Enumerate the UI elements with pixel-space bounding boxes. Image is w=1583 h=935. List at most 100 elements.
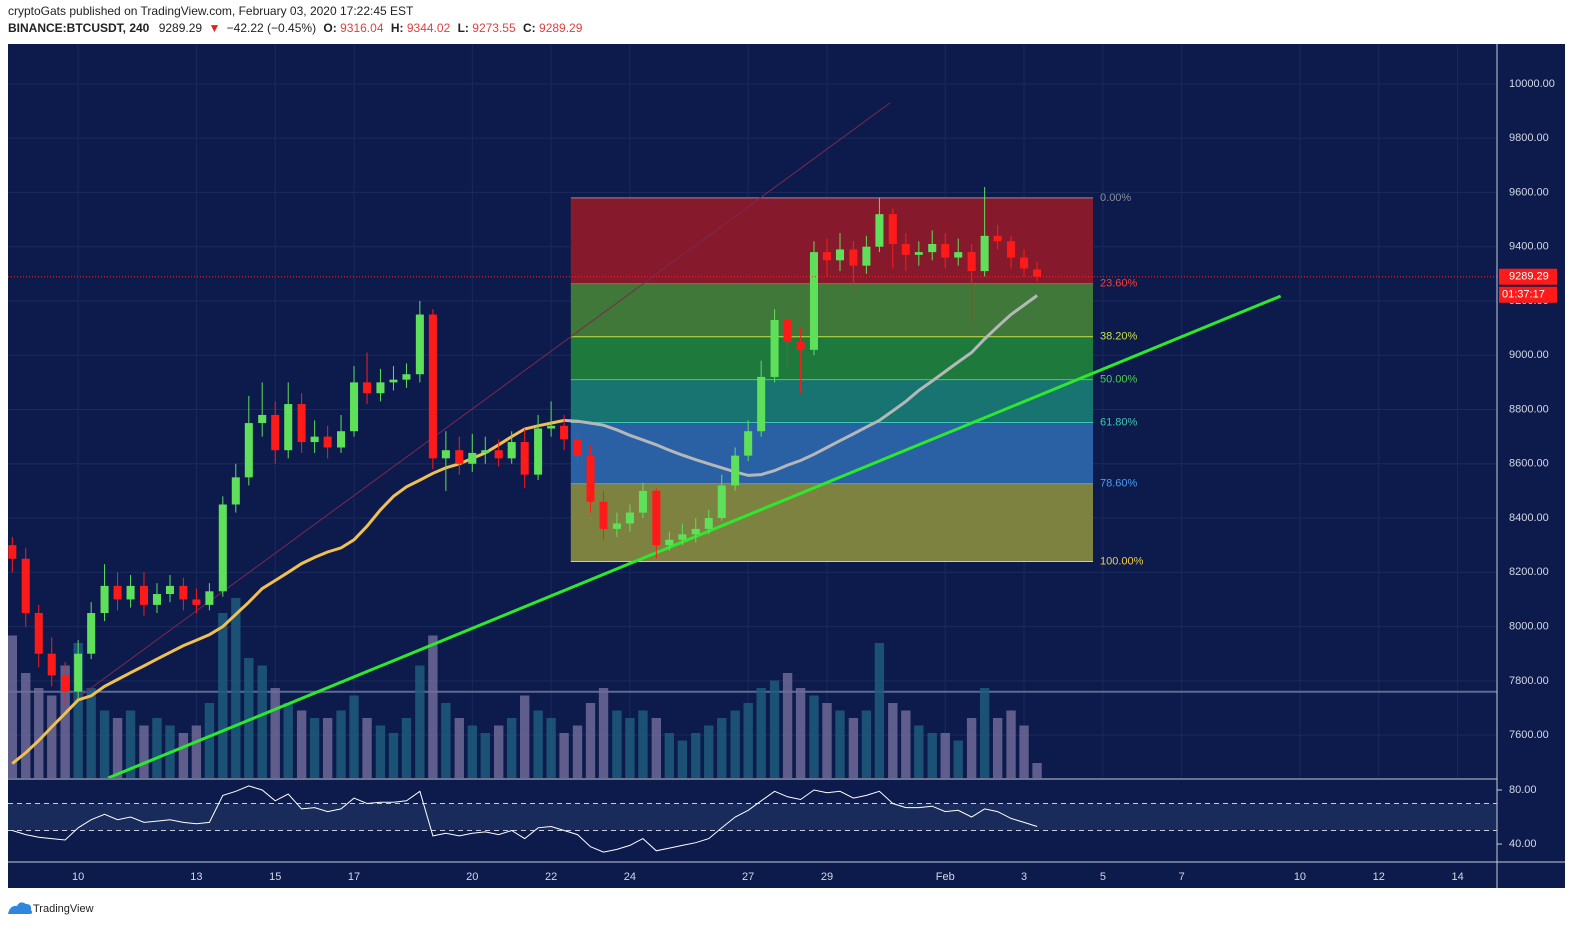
fib-band xyxy=(570,283,1094,337)
candle-body xyxy=(796,341,805,350)
candle-body xyxy=(376,382,385,394)
volume-bar xyxy=(349,695,359,778)
fib-label: 100.00% xyxy=(1100,555,1144,567)
volume-bar xyxy=(861,710,872,778)
candle-body xyxy=(455,450,464,464)
volume-bar xyxy=(257,665,267,778)
candle-body xyxy=(402,374,411,380)
candle-body xyxy=(8,545,17,559)
candle-body xyxy=(731,455,740,486)
candle-body xyxy=(428,314,437,459)
volume-bar xyxy=(533,710,543,778)
volume-bar xyxy=(244,658,254,778)
y-tick-label: 7800.00 xyxy=(1509,675,1549,687)
fib-band xyxy=(570,422,1094,484)
volume-bar xyxy=(218,613,228,778)
symbol: BINANCE:BTCUSDT, 240 xyxy=(8,21,150,35)
volume-bar xyxy=(401,718,412,778)
volume-bar xyxy=(34,688,44,778)
volume-bar xyxy=(152,718,162,778)
candle-body xyxy=(717,485,726,519)
volume-bar xyxy=(1019,725,1029,778)
candle-body xyxy=(862,246,871,266)
h-label: H: xyxy=(391,21,404,35)
volume-bar xyxy=(598,688,609,778)
volume-bar xyxy=(283,703,293,778)
volume-bar xyxy=(664,733,675,778)
candle-body xyxy=(47,653,56,676)
candle-body xyxy=(888,214,897,244)
volume-bar xyxy=(493,725,504,778)
candle-body xyxy=(192,599,201,605)
fib-label: 61.80% xyxy=(1100,416,1138,428)
candle-body xyxy=(231,477,240,505)
candle-body xyxy=(914,252,923,255)
volume-bar xyxy=(21,673,31,778)
candle-body xyxy=(152,594,161,605)
candle-body xyxy=(665,539,674,546)
candle-body xyxy=(297,404,306,443)
candle-body xyxy=(1020,257,1029,269)
x-tick-label: 24 xyxy=(624,871,636,883)
y-tick-label: 7600.00 xyxy=(1509,729,1549,741)
x-tick-label: 27 xyxy=(742,871,754,883)
x-tick-label: 13 xyxy=(190,871,202,883)
candle-body xyxy=(468,452,477,464)
volume-bar xyxy=(467,725,477,778)
candle-body xyxy=(507,442,516,459)
rsi-band xyxy=(8,803,1497,831)
logo: TradingView xyxy=(8,902,94,915)
x-tick-label: Feb xyxy=(936,871,955,883)
candle-body xyxy=(547,425,556,429)
volume-bar xyxy=(296,710,307,778)
volume-bar xyxy=(375,725,386,778)
candle-body xyxy=(494,450,503,459)
y-tick-label: 9000.00 xyxy=(1509,349,1549,361)
last-price: 9289.29 xyxy=(159,21,203,35)
candle-body xyxy=(481,450,490,453)
candle-body xyxy=(165,585,175,595)
candle-body xyxy=(612,523,621,529)
y-tick-label: 8600.00 xyxy=(1509,458,1549,470)
x-tick-label: 5 xyxy=(1100,871,1106,883)
candle-body xyxy=(625,512,634,524)
x-tick-label: 22 xyxy=(545,871,557,883)
y-tick-label: 8200.00 xyxy=(1509,566,1549,578)
y-tick-label: 8400.00 xyxy=(1509,512,1549,524)
candle-body xyxy=(1033,269,1042,277)
candle-body xyxy=(258,414,267,424)
candle-body xyxy=(337,431,346,448)
candle-body xyxy=(573,439,582,456)
volume-bar xyxy=(966,718,977,778)
volume-bar xyxy=(979,688,990,778)
y-tick-label: 8800.00 xyxy=(1509,403,1549,415)
volume-bar xyxy=(336,710,346,778)
logo-icon xyxy=(8,902,33,914)
volume-bar xyxy=(204,703,215,778)
published-line: cryptoGats published on TradingView.com,… xyxy=(8,4,414,18)
price-pane: 0.00% 23.60% 38.20% 50.00% 61.80% 78.60% 100.0… xyxy=(8,44,1497,778)
candle-body xyxy=(389,379,398,383)
volume-bar xyxy=(822,703,832,778)
fib-label: 0.00% xyxy=(1100,192,1131,204)
candle-body xyxy=(744,431,753,456)
candle-body xyxy=(560,425,569,440)
candle-body xyxy=(74,653,83,692)
volume-bar xyxy=(914,725,924,778)
volume-bar xyxy=(795,688,806,778)
volume-bar xyxy=(612,710,622,778)
candle-body xyxy=(783,319,792,342)
volume-bar xyxy=(572,725,583,778)
rsi-tick-label: 40.00 xyxy=(1509,838,1537,850)
candle-body xyxy=(271,414,280,451)
volume-bar xyxy=(901,710,911,778)
volume-bar xyxy=(769,680,780,778)
volume-bar xyxy=(1006,710,1016,778)
axes: 7600.00 7800.00 8000.00 8200.00 8400.00 8600.… xyxy=(72,78,1557,883)
volume-bar xyxy=(559,733,569,778)
y-tick-label: 8000.00 xyxy=(1509,620,1549,632)
candle-body xyxy=(244,423,253,478)
candle-body xyxy=(284,404,293,451)
candle-body xyxy=(993,235,1002,242)
